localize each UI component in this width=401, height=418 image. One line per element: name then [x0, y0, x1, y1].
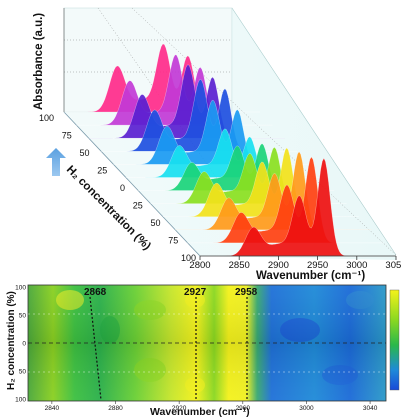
- spectrum-series: [187, 156, 384, 244]
- x-tick-label: 2850: [229, 260, 250, 271]
- x-tick-label: 2840: [45, 405, 60, 412]
- z-tick-label: 75: [62, 131, 72, 141]
- x-tick-label: 3050: [385, 260, 401, 271]
- z-tick-label: 25: [133, 201, 143, 211]
- heatmap-x-label: Wavenumber (cm⁻¹): [150, 406, 250, 418]
- z-tick-label: 50: [79, 148, 89, 158]
- waterfall-x-label: Wavenumber (cm⁻¹): [256, 270, 365, 282]
- x-tick-label: 3000: [346, 260, 367, 271]
- z-tick-label: 0: [120, 183, 125, 193]
- x-tick-label: 3000: [299, 405, 314, 412]
- z-tick-label: 75: [168, 236, 178, 246]
- x-tick-label: 2800: [189, 260, 210, 271]
- arrow-up-icon: [46, 148, 66, 176]
- spectrum-series: [88, 64, 285, 139]
- waterfall-series-group: [64, 43, 396, 257]
- heatmap-x-ticks: 2840 2880 2920 2960 3000 3040: [45, 401, 378, 412]
- heatmap-y-ticks: 100 50 0 50 100: [15, 285, 26, 404]
- waterfall-chart: 2800 2850 2900 2950 3000 3050 Wavenumber (cm⁻…: [33, 7, 401, 282]
- peak-label-2958: 2958: [235, 287, 258, 298]
- x-tick-label: 2920: [172, 405, 187, 412]
- y-tick-label: 0: [22, 341, 26, 348]
- z-tick-label: 25: [97, 166, 107, 176]
- x-tick-label: 2960: [236, 405, 251, 412]
- spectrum-series: [174, 151, 372, 231]
- waterfall-x-ticks: 2800 2850 2900 2950 3000 3050: [189, 256, 401, 271]
- x-tick-label: 3040: [363, 405, 378, 412]
- heatmap-chart: 2868 2927 2958 2840 2880 2920 2960 3000 3040 …: [6, 285, 400, 418]
- z-tick-label: 50: [150, 218, 160, 228]
- x-tick-label: 2950: [307, 260, 328, 271]
- heatmap-y-label: H₂ concentration (%): [6, 291, 17, 390]
- waterfall-y-label: Absorbance (a.u.): [33, 13, 45, 110]
- concentration-arrow: [46, 148, 66, 176]
- peak-label-2868: 2868: [84, 287, 107, 298]
- spectrum-series: [100, 79, 298, 152]
- z-tick-label: 100: [39, 113, 54, 123]
- y-tick-label: 50: [19, 369, 27, 376]
- y-tick-label: 50: [19, 313, 27, 320]
- peak-label-2927: 2927: [184, 287, 207, 298]
- heatmap-colorbar: [389, 289, 400, 391]
- y-tick-label: 100: [15, 285, 26, 292]
- peak-line-2868: [89, 296, 102, 401]
- z-tick-label: 100: [181, 253, 196, 263]
- waterfall-floor-edge: [231, 7, 397, 256]
- x-tick-label: 2880: [108, 405, 123, 412]
- waterfall-back-edge: [63, 111, 201, 257]
- y-tick-label: 100: [15, 397, 26, 404]
- x-tick-label: 2900: [268, 260, 289, 271]
